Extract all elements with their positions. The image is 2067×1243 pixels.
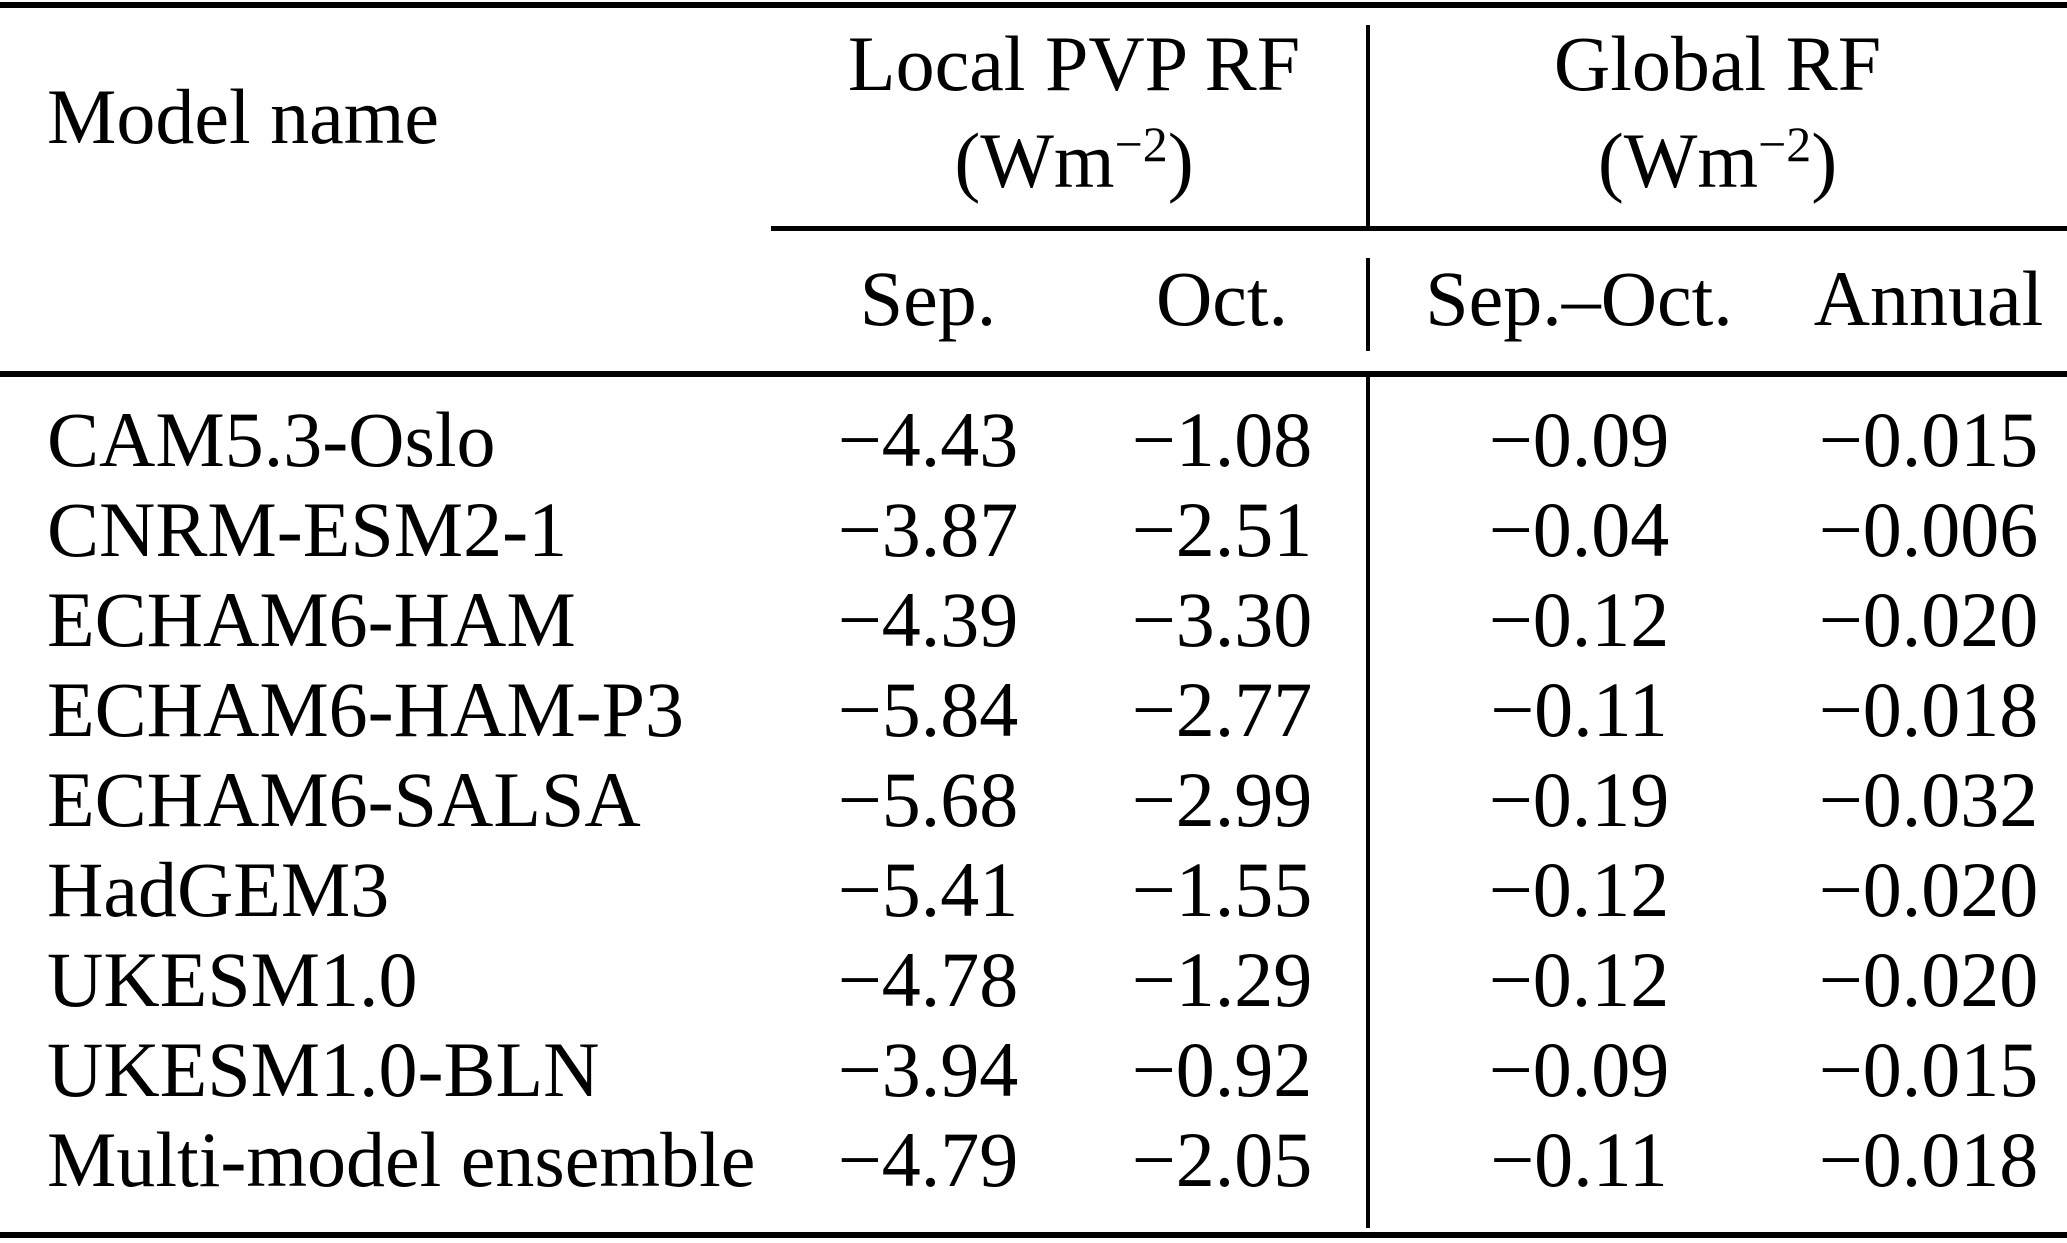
- vertical-divider-body-segment: [1366, 377, 1370, 1228]
- annual-value-cell: −0.018: [1818, 666, 2039, 753]
- model-name-column-header: Model name: [47, 73, 440, 160]
- model-name-cell: ECHAM6-HAM: [47, 576, 576, 663]
- vertical-divider-subheader-segment: [1366, 258, 1370, 351]
- annual-value-cell: −0.032: [1818, 756, 2039, 843]
- subheader-sep-oct: Sep.–Oct.: [1425, 254, 1733, 342]
- sep-oct-value-cell: −0.19: [1488, 756, 1670, 843]
- annual-value-cell: −0.020: [1818, 576, 2039, 663]
- sep-value-cell: −4.79: [837, 1116, 1019, 1203]
- oct-value-cell: −0.92: [1131, 1026, 1313, 1113]
- superscript-exponent: −2: [1114, 117, 1168, 173]
- annual-value-cell: −0.006: [1818, 486, 2039, 573]
- global-rf-unit: (Wm−2): [1597, 117, 1838, 204]
- model-name-cell: Multi-model ensemble: [47, 1116, 756, 1203]
- subheader-annual: Annual: [1813, 254, 2044, 342]
- table-subheader-row: Sep. Oct. Sep.–Oct. Annual: [0, 226, 2067, 371]
- model-name-cell: ECHAM6-SALSA: [47, 756, 641, 843]
- sep-value-cell: −5.84: [837, 666, 1019, 753]
- oct-value-cell: −1.55: [1131, 846, 1313, 933]
- oct-value-cell: −1.29: [1131, 936, 1313, 1023]
- local-pvp-rf-title: Local PVP RF: [847, 20, 1301, 107]
- annual-value-cell: −0.015: [1818, 1026, 2039, 1113]
- header-body-separator-rule: [0, 371, 2067, 377]
- sep-oct-value-cell: −0.04: [1488, 486, 1670, 573]
- model-name-cell: CAM5.3-Oslo: [47, 396, 496, 483]
- table-body: CAM5.3-Oslo −4.43 −1.08 −0.09 −0.015 CNR…: [0, 395, 2067, 1205]
- oct-value-cell: −2.77: [1131, 666, 1313, 753]
- oct-value-cell: −2.05: [1131, 1116, 1313, 1203]
- sep-oct-value-cell: −0.09: [1488, 1026, 1670, 1113]
- model-name-cell: HadGEM3: [47, 846, 390, 933]
- vertical-divider-header-segment: [1366, 25, 1370, 226]
- sep-value-cell: −5.68: [837, 756, 1019, 843]
- sep-value-cell: −4.39: [837, 576, 1019, 663]
- superscript-exponent: −2: [1758, 117, 1812, 173]
- annual-value-cell: −0.020: [1818, 846, 2039, 933]
- annual-value-cell: −0.015: [1818, 396, 2039, 483]
- model-name-cell: ECHAM6-HAM-P3: [47, 666, 685, 753]
- sep-oct-value-cell: −0.12: [1488, 936, 1670, 1023]
- subheader-sep: Sep.: [859, 254, 997, 342]
- model-name-cell: UKESM1.0: [47, 936, 418, 1023]
- oct-value-cell: −3.30: [1131, 576, 1313, 663]
- model-name-cell: UKESM1.0-BLN: [47, 1026, 600, 1113]
- oct-value-cell: −1.08: [1131, 396, 1313, 483]
- sep-oct-value-cell: −0.12: [1488, 576, 1670, 663]
- local-pvp-rf-unit: (Wm−2): [954, 117, 1194, 204]
- header-group-underline-rule: [771, 226, 2067, 231]
- annual-value-cell: −0.020: [1818, 936, 2039, 1023]
- local-pvp-rf-group-header: Local PVP RF (Wm−2): [780, 15, 1368, 219]
- table-bottom-rule: [0, 1232, 2067, 1238]
- sep-oct-value-cell: −0.11: [1490, 666, 1668, 753]
- table-top-rule: [0, 2, 2067, 8]
- model-name-cell: CNRM-ESM2-1: [47, 486, 568, 573]
- oct-value-cell: −2.51: [1131, 486, 1313, 573]
- sep-value-cell: −4.43: [837, 396, 1019, 483]
- subheader-oct: Oct.: [1155, 254, 1289, 342]
- sep-oct-value-cell: −0.09: [1488, 396, 1670, 483]
- global-rf-title: Global RF: [1553, 20, 1882, 107]
- sep-value-cell: −3.87: [837, 486, 1019, 573]
- annual-value-cell: −0.018: [1818, 1116, 2039, 1203]
- sep-value-cell: −3.94: [837, 1026, 1019, 1113]
- sep-value-cell: −4.78: [837, 936, 1019, 1023]
- sep-value-cell: −5.41: [837, 846, 1019, 933]
- global-rf-group-header: Global RF (Wm−2): [1368, 15, 2067, 219]
- sep-oct-value-cell: −0.11: [1490, 1116, 1668, 1203]
- sep-oct-value-cell: −0.12: [1488, 846, 1670, 933]
- table-header-row: Model name Local PVP RF (Wm−2) Global RF…: [0, 8, 2067, 226]
- oct-value-cell: −2.99: [1131, 756, 1313, 843]
